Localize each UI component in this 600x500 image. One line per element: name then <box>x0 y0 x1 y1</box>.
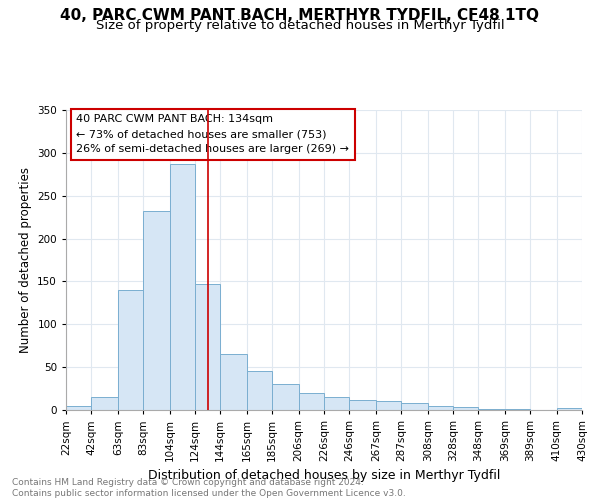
Bar <box>170 164 195 410</box>
Bar <box>349 400 376 410</box>
Bar <box>401 403 428 410</box>
X-axis label: Distribution of detached houses by size in Merthyr Tydfil: Distribution of detached houses by size … <box>148 470 500 482</box>
Bar <box>324 397 349 410</box>
Bar <box>272 384 299 410</box>
Bar <box>557 408 582 410</box>
Bar <box>505 409 530 410</box>
Bar <box>66 406 91 410</box>
Y-axis label: Number of detached properties: Number of detached properties <box>19 167 32 353</box>
Bar <box>453 408 478 410</box>
Bar <box>195 284 220 410</box>
Bar <box>118 290 143 410</box>
Bar <box>143 211 170 410</box>
Bar <box>247 372 272 410</box>
Bar <box>299 393 324 410</box>
Bar <box>91 397 118 410</box>
Text: 40, PARC CWM PANT BACH, MERTHYR TYDFIL, CF48 1TQ: 40, PARC CWM PANT BACH, MERTHYR TYDFIL, … <box>61 8 539 22</box>
Text: 40 PARC CWM PANT BACH: 134sqm
← 73% of detached houses are smaller (753)
26% of : 40 PARC CWM PANT BACH: 134sqm ← 73% of d… <box>76 114 349 154</box>
Bar <box>428 406 453 410</box>
Text: Size of property relative to detached houses in Merthyr Tydfil: Size of property relative to detached ho… <box>95 18 505 32</box>
Text: Contains HM Land Registry data © Crown copyright and database right 2024.
Contai: Contains HM Land Registry data © Crown c… <box>12 478 406 498</box>
Bar <box>220 354 247 410</box>
Bar <box>478 409 505 410</box>
Bar <box>376 402 401 410</box>
